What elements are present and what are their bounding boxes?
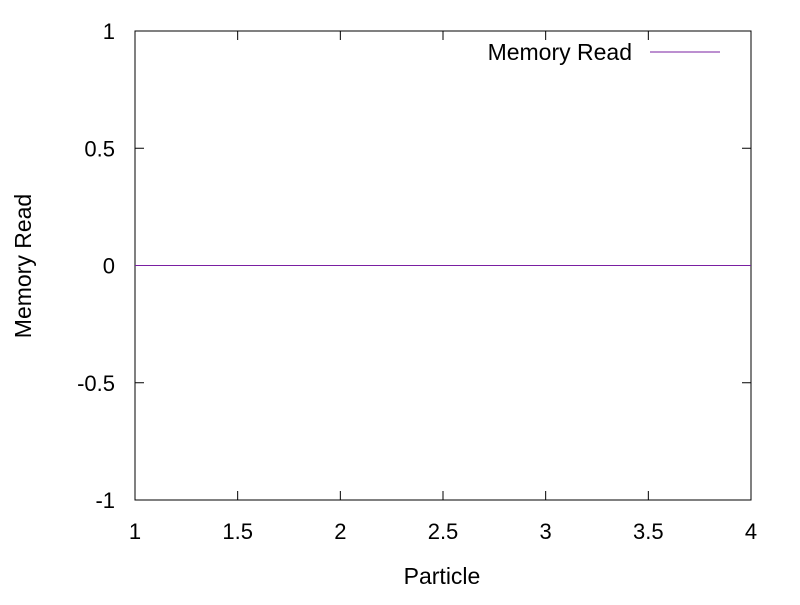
y-tick-label: 1: [103, 19, 115, 44]
x-tick-label: 3: [540, 519, 552, 544]
axis-ticks: 1 1.5 2 2.5 3 3.5 4 1 0.5 0 -0.5 -1: [77, 19, 757, 544]
x-tick-label: 1: [129, 519, 141, 544]
y-tick-label: 0: [103, 254, 115, 279]
y-tick-label: 0.5: [84, 136, 115, 161]
y-tick-label: -1: [95, 488, 115, 513]
y-tick-label: -0.5: [77, 371, 115, 396]
x-axis-label: Particle: [404, 563, 481, 589]
legend: Memory Read: [488, 39, 720, 65]
x-tick-label: 2.5: [428, 519, 459, 544]
x-tick-label: 3.5: [633, 519, 664, 544]
x-tick-label: 1.5: [222, 519, 253, 544]
x-tick-label: 4: [745, 519, 757, 544]
x-tick-label: 2: [334, 519, 346, 544]
y-axis-label: Memory Read: [10, 194, 36, 338]
legend-label: Memory Read: [488, 39, 632, 65]
